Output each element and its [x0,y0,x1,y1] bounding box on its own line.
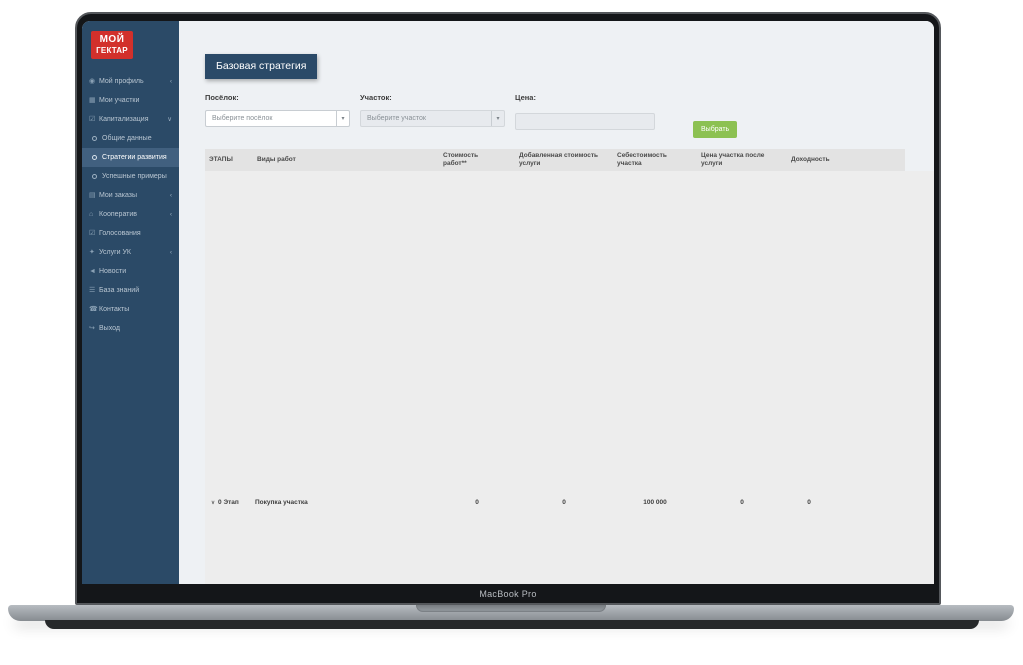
sidebar-item-label: Кооператив [99,210,138,218]
app-screen: МОЙ ГЕКТАР ◉ Мой профиль ‹ ▦ Мои участки ☑ Кап… [82,21,934,584]
main-content: Базовая стратегия Посёлок: Выберите посё… [179,21,934,584]
voting-icon: ☑ [89,230,96,238]
sidebar-item-news[interactable]: ◄ Новости [82,262,179,281]
sidebar: МОЙ ГЕКТАР ◉ Мой профиль ‹ ▦ Мои участки ☑ Кап… [82,21,179,584]
work-name: Покупка участка [255,498,308,506]
cooperative-icon: ⌂ [89,210,94,218]
sidebar-item-label: Голосования [99,229,141,237]
sidebar-item-profile[interactable]: ◉ Мой профиль ‹ [82,72,179,91]
page-title: Базовая стратегия [205,54,318,79]
price-label: Цена: [515,93,536,102]
plot-label: Участок: [360,93,392,102]
laptop-base-shadow [45,620,979,629]
radio-icon [92,173,97,179]
sidebar-item-label: Мои участки [99,96,140,104]
sidebar-item-general-data[interactable]: Общие данные [82,129,179,148]
cell-works: Покупка участка [253,497,439,509]
cell-cart [881,502,905,504]
sidebar-item-development-strategies[interactable]: Стратегии развития [82,147,179,167]
chevron-left-icon: ‹ [169,248,172,256]
chevron-left-icon: ‹ [169,77,172,85]
stage-label: 0 Этап [218,499,239,507]
sidebar-item-label: Контакты [99,305,130,313]
column-header: Стоимость работ** [443,151,479,167]
sidebar-item-contacts[interactable]: ☎ Контакты [82,300,179,319]
knowledge-icon: ☰ [89,287,96,295]
stage-chevron-icon: ∨ [211,499,216,506]
select-button[interactable]: Выбрать [693,121,738,138]
sidebar-item-cooperative[interactable]: ⌂ Кооператив ‹ [82,205,179,224]
chevron-down-icon: ▾ [491,111,504,126]
laptop-notch [416,605,606,612]
capitalization-icon: ☑ [89,116,96,124]
sidebar-item-label: Общие данные [102,134,152,142]
sidebar-item-label: Выход [99,324,120,332]
cell-yield: 0 [807,499,811,507]
sidebar-item-label: Успешные примеры [102,172,167,180]
logout-icon: ↪ [89,325,95,333]
cell-price: 0 [740,499,744,507]
sidebar-item-label: Стратегии развития [102,153,167,161]
chevron-left-icon: ‹ [169,191,172,199]
strategy-table: ЭТАПЫ Виды работ Стоимость работ** Добавлен… [205,149,934,584]
sidebar-item-uk-services[interactable]: ✦ Услуги УК ‹ [82,243,179,262]
plot-select[interactable]: Выберите участок ▾ [360,110,505,127]
sidebar-item-label: Капитализация [99,115,149,123]
sidebar-item-label: Новости [99,267,127,275]
sidebar-item-label: База знаний [99,286,140,294]
cell-added: 0 [562,499,566,507]
chevron-down-icon: ∨ [167,116,172,124]
cell-prime: 100 000 [643,499,667,507]
services-icon: ✦ [89,249,95,257]
cell-stage: ∨ 0 Этап [205,498,253,508]
sidebar-item-voting[interactable]: ☑ Голосования [82,224,179,243]
price-input[interactable] [515,113,655,130]
plots-icon: ▦ [89,97,96,105]
column-header: Добавленная стоимость услуги [519,151,599,167]
sidebar-item-label: Мои заказы [99,191,138,199]
village-select-value: Выберите посёлок [212,115,273,122]
column-header: Виды работ [257,155,296,163]
sidebar-menu: ◉ Мой профиль ‹ ▦ Мои участки ☑ Капитализация ∨… [82,72,179,338]
column-header-order [831,158,881,162]
radio-icon [92,135,97,141]
sidebar-item-label: Услуги УК [99,248,131,256]
laptop-base [8,605,1014,621]
sidebar-item-label: Мой профиль [99,77,144,85]
stage-row[interactable]: ∨ 0 Этап Покупка участка 0 0 100 000 0 0 [205,171,934,584]
column-header: ЭТАПЫ [209,155,233,163]
sidebar-item-capitalization[interactable]: ☑ Капитализация ∨ [82,110,179,129]
user-icon: ◉ [89,78,96,86]
orders-icon: ▤ [89,192,96,200]
cell-order [831,502,881,504]
logo-line1: МОЙ [99,34,125,45]
chevron-down-icon: ▾ [336,111,349,126]
column-header: Доходность [791,155,830,163]
radio-icon [92,154,97,160]
logo-line2: ГЕКТАР [96,45,128,55]
column-header-cart [881,158,905,162]
village-select[interactable]: Выберите посёлок ▾ [205,110,350,127]
sidebar-item-logout[interactable]: ↪ Выход [82,319,179,338]
sidebar-item-plots[interactable]: ▦ Мои участки [82,91,179,110]
app-logo: МОЙ ГЕКТАР [91,31,133,59]
sidebar-item-success-examples[interactable]: Успешные примеры [82,167,179,186]
contacts-icon: ☎ [89,306,98,314]
chevron-left-icon: ‹ [169,210,172,218]
sidebar-item-knowledge-base[interactable]: ☰ База знаний [82,281,179,300]
plot-select-value: Выберите участок [367,115,426,122]
column-header: Цена участка после услуги [701,151,765,167]
device-label: MacBook Pro [479,589,537,599]
cell-cost: 0 [475,499,479,507]
news-icon: ◄ [89,267,96,275]
sidebar-item-orders[interactable]: ▤ Мои заказы ‹ [82,186,179,205]
column-header: Себестоимость участка [617,151,667,167]
filters-bar: Посёлок: Выберите посёлок ▾ Участок: Выб… [205,93,905,144]
laptop-screen-bezel: МОЙ ГЕКТАР ◉ Мой профиль ‹ ▦ Мои участки ☑ Кап… [75,12,941,605]
village-label: Посёлок: [205,93,239,102]
table-header-row: ЭТАПЫ Виды работ Стоимость работ** Добавлен… [205,149,905,171]
